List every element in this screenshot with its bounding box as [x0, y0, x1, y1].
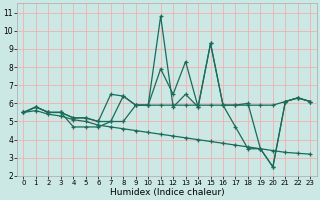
X-axis label: Humidex (Indice chaleur): Humidex (Indice chaleur): [109, 188, 224, 197]
